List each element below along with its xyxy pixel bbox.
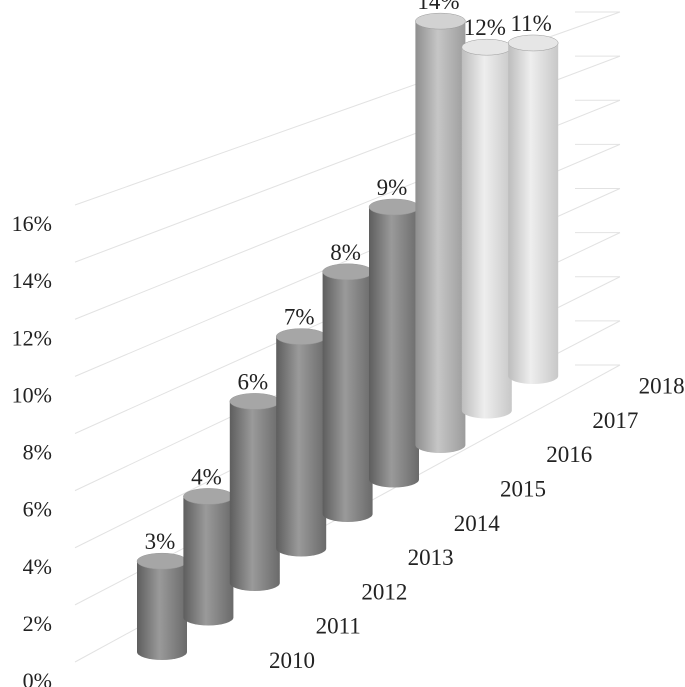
bar-2015 — [368, 198, 420, 488]
data-label: 3% — [145, 529, 176, 554]
x-category-label: 2015 — [500, 477, 546, 502]
data-label: 4% — [191, 464, 222, 489]
bar-cap — [368, 198, 420, 216]
bar-body — [508, 42, 559, 385]
bar-cap — [322, 263, 373, 281]
bar-cap — [507, 34, 559, 52]
bars: 3% 4% 6% 7% 8% 9% 14% 12% 11% — [136, 0, 559, 660]
data-label: 9% — [377, 175, 408, 200]
bar-cap — [461, 38, 513, 56]
bar-2018 — [507, 34, 559, 385]
y-tick-label: 10% — [12, 382, 52, 407]
bar-cap — [183, 488, 234, 505]
bar-2014 — [322, 263, 373, 522]
y-tick-label: 14% — [12, 268, 52, 293]
x-category-label: 2012 — [361, 579, 407, 604]
data-label: 8% — [330, 240, 361, 265]
bar-cap — [229, 393, 281, 410]
bar-body — [369, 207, 419, 488]
bar-2013 — [275, 328, 327, 557]
x-category-label: 2010 — [269, 648, 315, 673]
bar-body — [322, 271, 373, 522]
bar-body — [137, 561, 187, 660]
x-category-label: 2014 — [454, 511, 501, 536]
y-tick-label: 2% — [23, 611, 52, 636]
data-label: 11% — [511, 11, 552, 36]
bar-cap — [136, 552, 188, 570]
bar-2010 — [136, 552, 188, 660]
bar-body — [229, 401, 280, 591]
x-category-label: 2011 — [316, 614, 361, 639]
data-label: 14% — [417, 0, 459, 14]
y-tick-label: 8% — [23, 440, 52, 465]
bar-body — [276, 336, 327, 557]
x-category-label: 2018 — [639, 374, 685, 399]
y-tick-label: 16% — [12, 211, 52, 236]
y-tick-label: 0% — [23, 668, 52, 687]
y-axis-ticks: 0% 2% 4% 6% 8% 10% 12% 14% 16% — [12, 211, 52, 687]
x-category-label: 2017 — [592, 408, 638, 433]
bar-2012 — [229, 393, 281, 591]
data-label: 12% — [464, 15, 506, 40]
y-tick-label: 4% — [23, 554, 52, 579]
bar-cap — [275, 328, 327, 345]
x-category-label: 2016 — [546, 442, 592, 467]
bar-body — [415, 21, 466, 453]
bar-body — [183, 496, 234, 626]
bar-2016 — [415, 12, 466, 453]
bar-body — [461, 47, 512, 419]
data-label: 7% — [284, 305, 315, 330]
y-tick-label: 12% — [12, 325, 52, 350]
bar-2011 — [183, 488, 234, 626]
x-category-label: 2013 — [408, 545, 454, 570]
bar-2017 — [461, 38, 513, 419]
bar-cap — [415, 12, 466, 30]
y-tick-label: 6% — [23, 497, 52, 522]
data-label: 6% — [237, 369, 268, 394]
